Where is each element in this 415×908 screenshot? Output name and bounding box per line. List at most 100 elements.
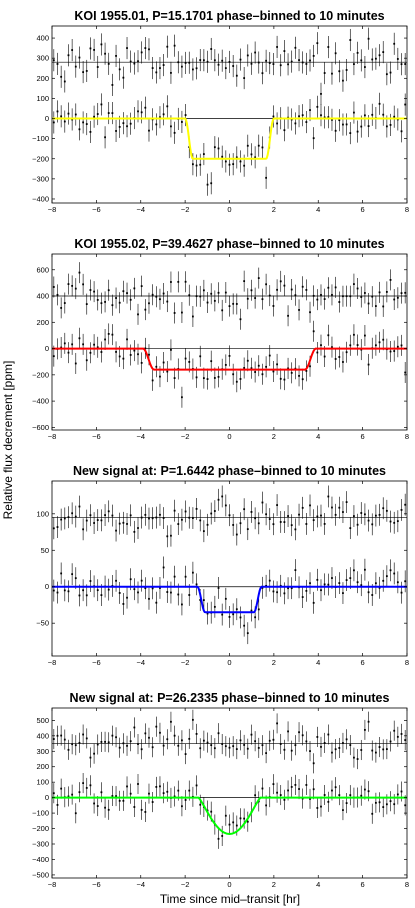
offset-data-point: [323, 61, 326, 85]
offset-data-point: [382, 41, 385, 64]
offset-data-point: [290, 514, 293, 537]
data-point: [338, 109, 341, 132]
offset-data-point: [309, 494, 311, 517]
offset-data-point: [144, 37, 147, 60]
data-point: [243, 614, 246, 637]
data-point: [349, 334, 352, 356]
data-point: [133, 340, 136, 362]
data-point: [60, 337, 63, 359]
data-point: [82, 333, 85, 355]
offset-data-point: [89, 37, 92, 60]
y-tick-label: 300: [36, 747, 49, 756]
offset-data-point: [371, 48, 374, 71]
data-point: [115, 569, 117, 592]
offset-data-point: [268, 508, 271, 530]
offset-data-point: [206, 50, 209, 73]
data-point: [56, 581, 59, 604]
offset-data-point: [345, 58, 348, 82]
offset-data-point: [133, 717, 136, 738]
offset-data-point: [162, 54, 165, 77]
offset-data-point: [67, 273, 70, 295]
offset-data-point: [104, 42, 106, 65]
data-point: [371, 803, 374, 824]
offset-data-point: [56, 725, 59, 746]
data-point: [170, 339, 172, 361]
offset-data-point: [162, 735, 165, 756]
x-tick-label: 2: [272, 205, 276, 214]
offset-data-point: [243, 270, 246, 292]
offset-data-point: [115, 44, 117, 67]
x-tick-label: −4: [136, 432, 145, 441]
offset-data-point: [301, 496, 304, 519]
offset-data-point: [283, 739, 286, 760]
offset-data-point: [250, 724, 253, 745]
offset-data-point: [111, 504, 114, 527]
offset-data-point: [342, 69, 344, 92]
offset-data-point: [327, 277, 330, 299]
offset-data-point: [246, 288, 249, 310]
offset-data-point: [353, 747, 355, 768]
data-point: [312, 320, 315, 342]
data-point: [232, 363, 235, 385]
data-point: [63, 332, 66, 354]
offset-data-point: [254, 41, 257, 64]
data-point: [279, 368, 282, 390]
data-point: [126, 328, 128, 350]
data-point: [235, 598, 238, 621]
offset-data-point: [331, 496, 333, 519]
data-point: [217, 828, 220, 849]
x-tick-label: 4: [316, 432, 320, 441]
data-point: [283, 582, 286, 605]
offset-data-point: [195, 57, 198, 80]
offset-data-point: [93, 281, 95, 303]
data-point: [133, 578, 136, 601]
offset-data-point: [268, 52, 271, 75]
x-tick-label: 4: [316, 658, 320, 667]
offset-data-point: [155, 61, 158, 84]
offset-data-point: [126, 513, 128, 535]
x-tick-label: −2: [181, 658, 190, 667]
offset-data-point: [378, 281, 381, 303]
offset-data-point: [232, 736, 235, 757]
offset-data-point: [294, 284, 297, 306]
offset-data-point: [151, 284, 154, 306]
data-point: [364, 104, 366, 127]
offset-data-point: [78, 495, 81, 518]
data-point: [74, 352, 77, 374]
offset-data-point: [265, 49, 267, 72]
offset-data-point: [118, 292, 121, 314]
data-point: [345, 113, 348, 136]
data-point: [184, 348, 187, 370]
data-point: [71, 333, 74, 355]
data-point: [276, 112, 278, 135]
data-point: [305, 579, 308, 602]
offset-data-point: [166, 525, 169, 548]
data-point: [232, 153, 235, 176]
offset-data-point: [96, 55, 99, 79]
data-point: [246, 134, 249, 157]
data-point: [287, 357, 289, 379]
x-tick-label: −8: [48, 658, 57, 667]
data-point: [115, 786, 117, 807]
offset-data-point: [312, 285, 315, 307]
offset-data-point: [360, 286, 363, 308]
data-point: [82, 773, 85, 794]
offset-data-point: [166, 291, 169, 313]
offset-data-point: [396, 726, 399, 747]
transit-model-curve: [52, 796, 407, 835]
data-point: [195, 775, 198, 796]
panel-title: New signal at: P=1.6442 phase–binned to …: [73, 464, 386, 478]
data-point: [364, 558, 366, 581]
data-point: [144, 801, 147, 822]
y-tick-label: 100: [36, 509, 49, 518]
offset-data-point: [206, 513, 209, 536]
y-tick-label: −400: [32, 194, 49, 203]
data-point: [261, 576, 264, 599]
data-point: [213, 595, 216, 618]
offset-data-point: [312, 44, 315, 67]
data-point: [148, 119, 150, 142]
offset-data-point: [268, 730, 271, 751]
offset-data-point: [122, 280, 125, 302]
data-point: [166, 781, 169, 802]
offset-data-point: [272, 53, 275, 76]
